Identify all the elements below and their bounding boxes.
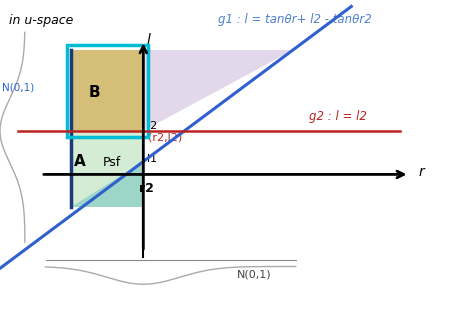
Bar [67,45,148,137]
Text: N(0,1): N(0,1) [2,82,35,92]
Text: g2 : l = l2: g2 : l = l2 [309,109,367,122]
Text: r: r [419,165,425,179]
Bar [71,50,143,131]
Bar [71,131,143,207]
Text: in u-space: in u-space [9,14,73,27]
Polygon shape [71,162,143,207]
Text: g1 : l = tanθr+ l2 - tanθr2: g1 : l = tanθr+ l2 - tanθr2 [218,13,372,26]
Polygon shape [143,50,293,131]
Text: A: A [74,154,86,169]
Text: Psf: Psf [102,156,121,169]
Text: B: B [89,85,101,100]
Text: l1: l1 [147,153,157,163]
Text: l: l [147,33,151,47]
Text: r2: r2 [139,182,154,195]
Text: l2: l2 [147,121,157,131]
Text: N(0,1): N(0,1) [237,270,271,280]
Text: (r2,l2): (r2,l2) [148,132,182,142]
